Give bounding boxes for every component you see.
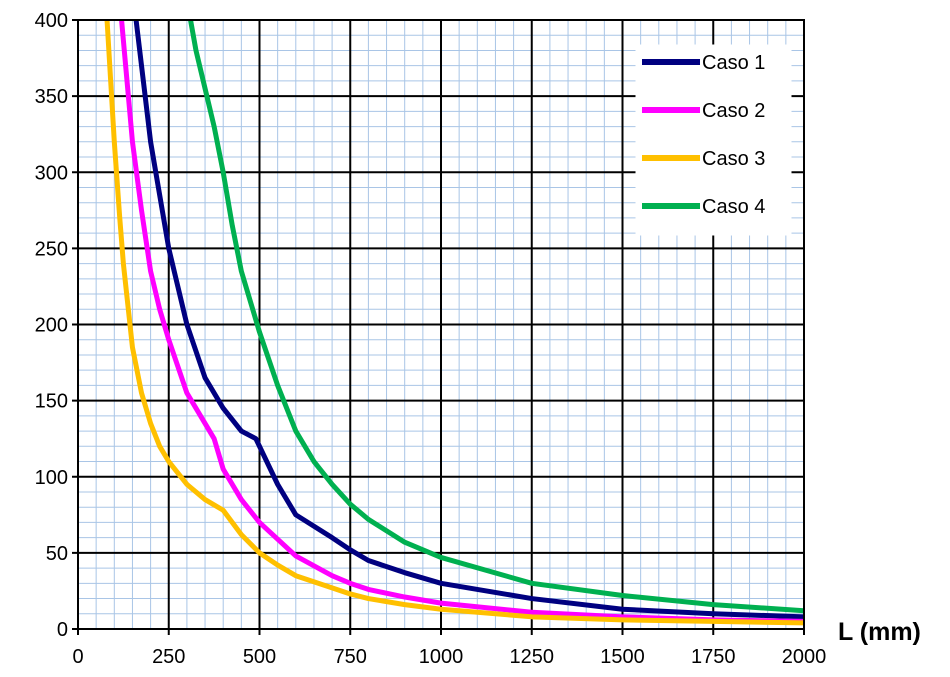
x-tick-label: 250	[152, 646, 185, 668]
legend-label: Caso 1	[702, 52, 765, 74]
x-tick-label: 750	[334, 646, 367, 668]
series-line-caso-2	[119, 19, 805, 624]
x-tick-label: 1000	[419, 646, 464, 668]
legend-label: Caso 3	[702, 148, 765, 170]
x-tick-label: 0	[72, 646, 83, 668]
y-tick-label: 0	[57, 619, 68, 641]
legend: Caso 1 Caso 2 Caso 3 Caso 4	[635, 44, 792, 236]
y-tick-label: 350	[35, 86, 68, 108]
series-line-caso-3	[104, 19, 805, 626]
x-tick-label: 500	[243, 646, 276, 668]
y-tick-label: 150	[35, 391, 68, 413]
x-axis-label: L (mm)	[838, 618, 921, 646]
y-tick-label: 50	[46, 543, 68, 565]
y-tick-label: 250	[35, 238, 68, 260]
series-layer	[104, 19, 805, 626]
y-tick-label: 200	[35, 315, 68, 337]
y-tick-label: 300	[35, 162, 68, 184]
legend-label: Caso 4	[702, 196, 765, 218]
x-tick-label: 1250	[510, 646, 555, 668]
x-tick-label: 1750	[691, 646, 736, 668]
series-line-caso-1	[133, 19, 805, 620]
legend-label: Caso 2	[702, 100, 765, 122]
axes: 0 250 500 750 1000 1250 1500 1750 2000 0 50 100 150 2…	[35, 10, 827, 668]
y-tick-label: 100	[35, 467, 68, 489]
x-tick-label: 2000	[782, 646, 827, 668]
y-tick-label: 400	[35, 10, 68, 32]
x-tick-label: 1500	[600, 646, 645, 668]
series-line-caso-4	[188, 19, 805, 614]
